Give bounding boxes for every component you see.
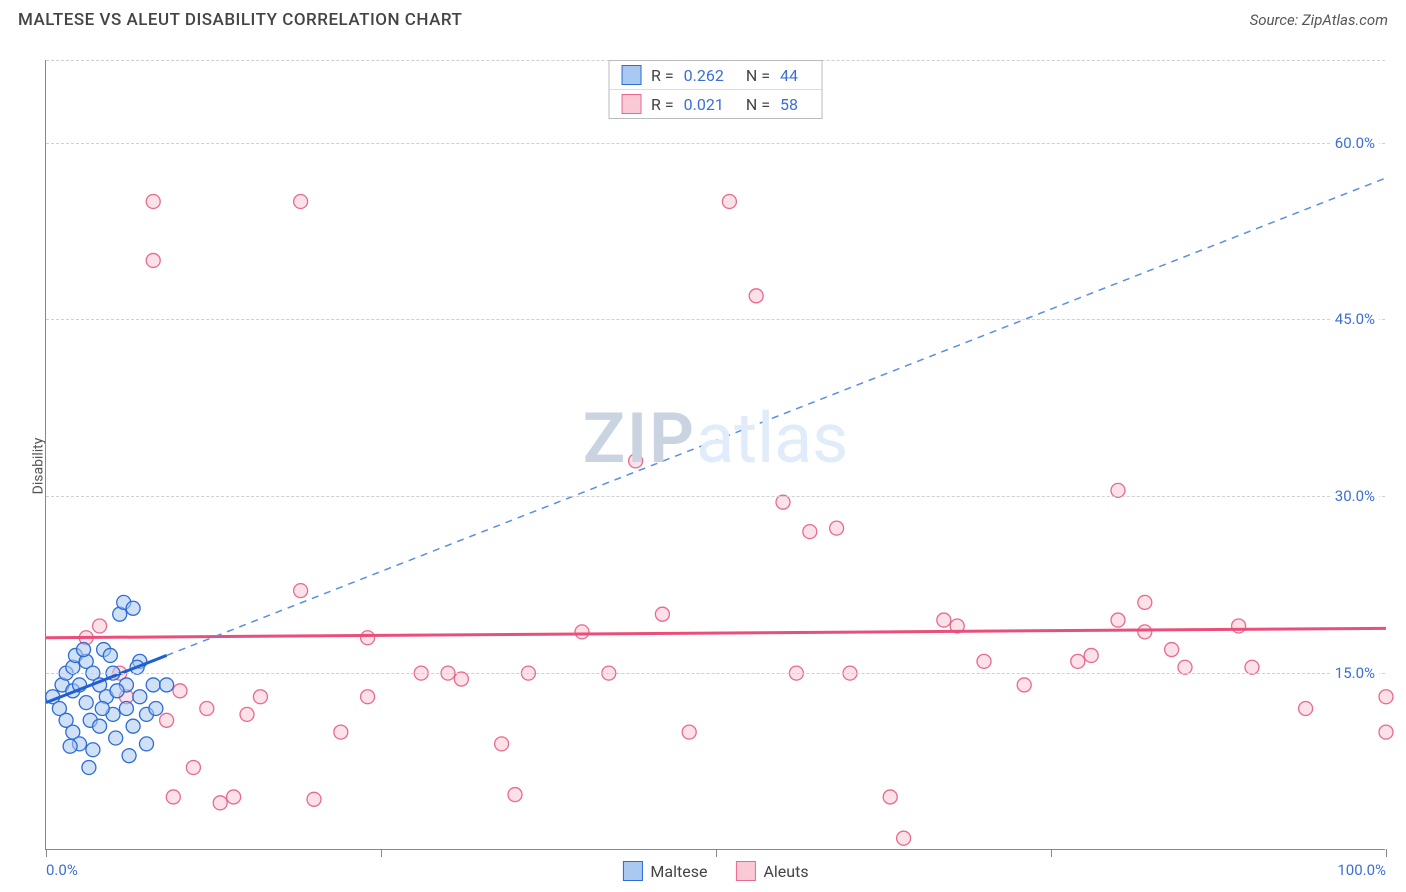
- data-point: [294, 194, 308, 208]
- y-tick-label: 15.0%: [1331, 664, 1379, 682]
- x-max-label: 100.0%: [1337, 861, 1386, 879]
- data-point: [1299, 702, 1313, 716]
- data-point: [93, 719, 107, 733]
- data-point: [1071, 654, 1085, 668]
- data-point: [361, 690, 375, 704]
- data-point: [1379, 725, 1393, 739]
- data-point: [82, 760, 96, 774]
- data-point: [166, 790, 180, 804]
- data-point: [149, 702, 163, 716]
- stats-row-maltese: R = 0.262 N = 44: [609, 61, 822, 89]
- swatch-pink: [621, 94, 641, 114]
- data-point: [133, 690, 147, 704]
- data-point: [977, 654, 991, 668]
- x-min-label: 0.0%: [46, 861, 78, 879]
- data-point: [749, 289, 763, 303]
- data-point: [109, 731, 123, 745]
- swatch-blue-icon: [622, 861, 642, 881]
- y-tick-label: 60.0%: [1331, 134, 1379, 152]
- data-point: [294, 584, 308, 598]
- data-point: [1111, 483, 1125, 497]
- data-point: [937, 613, 951, 627]
- data-point: [146, 194, 160, 208]
- data-point: [361, 631, 375, 645]
- data-point: [629, 454, 643, 468]
- data-point: [307, 792, 321, 806]
- data-point: [1138, 625, 1152, 639]
- data-point: [126, 601, 140, 615]
- data-point: [146, 253, 160, 267]
- chart-container: Disability ZIPatlas R = 0.262 N = 44 R =…: [0, 40, 1406, 892]
- data-point: [454, 672, 468, 686]
- data-point: [160, 678, 174, 692]
- data-point: [655, 607, 669, 621]
- data-point: [146, 678, 160, 692]
- data-point: [830, 521, 844, 535]
- data-point: [1111, 613, 1125, 627]
- data-point: [334, 725, 348, 739]
- data-point: [103, 648, 117, 662]
- data-point: [722, 194, 736, 208]
- swatch-blue: [621, 65, 641, 85]
- data-point: [200, 702, 214, 716]
- scatter-svg: [46, 60, 1385, 849]
- data-point: [110, 684, 124, 698]
- data-point: [883, 790, 897, 804]
- stats-legend-box: R = 0.262 N = 44 R = 0.021 N = 58: [608, 60, 823, 119]
- data-point: [160, 713, 174, 727]
- data-point: [240, 707, 254, 721]
- data-point: [122, 749, 136, 763]
- data-point: [1245, 660, 1259, 674]
- data-point: [119, 702, 133, 716]
- legend-label-maltese: Maltese: [650, 862, 707, 881]
- bottom-legend: Maltese Aleuts: [622, 861, 808, 881]
- data-point: [508, 788, 522, 802]
- legend-label-aleuts: Aleuts: [763, 862, 808, 881]
- plot-area: ZIPatlas R = 0.262 N = 44 R = 0.021 N = …: [45, 60, 1385, 850]
- chart-title: MALTESE VS ALEUT DISABILITY CORRELATION …: [18, 10, 462, 30]
- r-value-maltese: 0.262: [684, 66, 724, 85]
- trend-line: [46, 628, 1386, 637]
- data-point: [126, 719, 140, 733]
- data-point: [140, 737, 154, 751]
- data-point: [186, 760, 200, 774]
- data-point: [1138, 595, 1152, 609]
- legend-item-maltese: Maltese: [622, 861, 707, 881]
- data-point: [213, 796, 227, 810]
- n-value-maltese: 44: [780, 66, 798, 85]
- r-value-aleuts: 0.021: [684, 95, 724, 114]
- data-point: [1379, 690, 1393, 704]
- data-point: [253, 690, 267, 704]
- n-value-aleuts: 58: [780, 95, 798, 114]
- data-point: [1165, 643, 1179, 657]
- swatch-pink-icon: [735, 861, 755, 881]
- data-point: [93, 619, 107, 633]
- data-point: [95, 702, 109, 716]
- trend-line: [167, 178, 1386, 656]
- y-tick-label: 45.0%: [1331, 310, 1379, 328]
- data-point: [1017, 678, 1031, 692]
- data-point: [495, 737, 509, 751]
- data-point: [897, 831, 911, 845]
- data-point: [575, 625, 589, 639]
- data-point: [86, 743, 100, 757]
- y-tick-label: 30.0%: [1331, 487, 1379, 505]
- stats-row-aleuts: R = 0.021 N = 58: [609, 89, 822, 118]
- source-label: Source: ZipAtlas.com: [1250, 11, 1388, 29]
- data-point: [173, 684, 187, 698]
- data-point: [79, 696, 93, 710]
- y-axis-label: Disability: [30, 438, 46, 495]
- data-point: [1084, 648, 1098, 662]
- data-point: [682, 725, 696, 739]
- data-point: [1178, 660, 1192, 674]
- data-point: [803, 525, 817, 539]
- data-point: [227, 790, 241, 804]
- data-point: [77, 643, 91, 657]
- data-point: [63, 739, 77, 753]
- legend-item-aleuts: Aleuts: [735, 861, 808, 881]
